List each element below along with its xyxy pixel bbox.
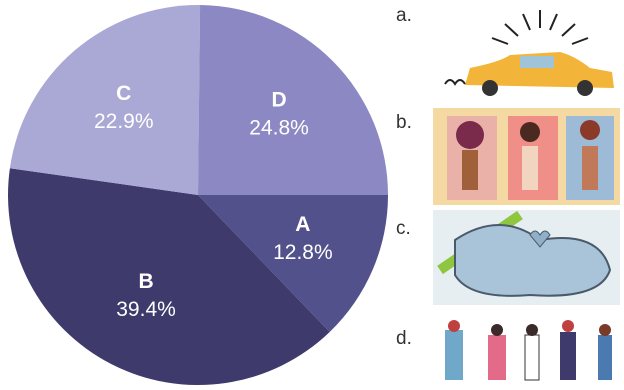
slice-category: A — [295, 213, 310, 236]
image-label: c. — [396, 218, 411, 239]
image-label: b. — [396, 112, 412, 133]
pie-slice — [198, 195, 388, 332]
pie-slice — [198, 5, 388, 196]
pie-slice — [7, 168, 330, 385]
slice-value-label: 24.8% — [249, 116, 309, 139]
pie-slice — [9, 4, 201, 195]
beach-illustration — [433, 108, 620, 205]
pie — [7, 4, 388, 385]
slice-category: D — [271, 88, 286, 111]
image-label: d. — [396, 328, 412, 349]
slice-category: B — [138, 270, 153, 293]
image-label: a. — [396, 5, 412, 26]
illustrations — [433, 10, 620, 381]
slice-value-label: 22.9% — [94, 110, 154, 133]
slice-category: C — [116, 82, 131, 105]
dogs-illustration — [433, 210, 620, 305]
people-illustration — [445, 320, 612, 381]
slice-value-label: 12.8% — [273, 241, 333, 264]
slice-value-label: 39.4% — [116, 298, 176, 321]
taxi-illustration — [444, 10, 614, 96]
